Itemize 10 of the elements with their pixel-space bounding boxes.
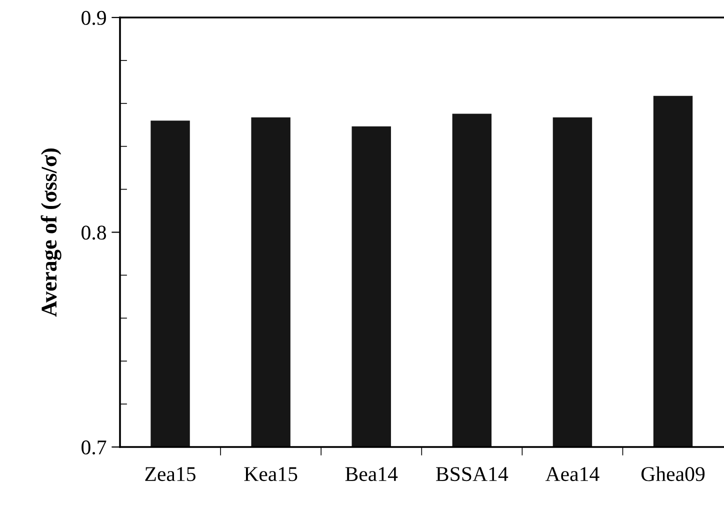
y-tick-label: 0.8: [82, 226, 106, 240]
y-axis-title: Average of (σss/σ): [40, 148, 62, 317]
x-tick-label: BSSA14: [436, 467, 508, 482]
x-tick-label: Aea14: [545, 467, 600, 482]
x-tick-label: Kea15: [244, 467, 298, 482]
x-tick-label: Ghea09: [641, 466, 705, 482]
x-tick-label: Bea14: [345, 467, 398, 482]
y-tick-label: 0.7: [82, 440, 106, 455]
y-tick-label: 0.9: [82, 10, 106, 26]
x-tick-label: Zea15: [145, 467, 196, 482]
